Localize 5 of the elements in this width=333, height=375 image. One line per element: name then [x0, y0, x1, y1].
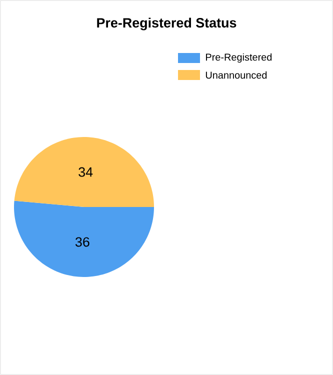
data-label: 36 [75, 237, 90, 247]
legend-label: Unannounced [206, 71, 267, 79]
chart-title: Pre-Registered Status [97, 18, 236, 30]
legend-label: Pre-Registered [206, 53, 272, 63]
data-label: 34 [78, 167, 93, 177]
